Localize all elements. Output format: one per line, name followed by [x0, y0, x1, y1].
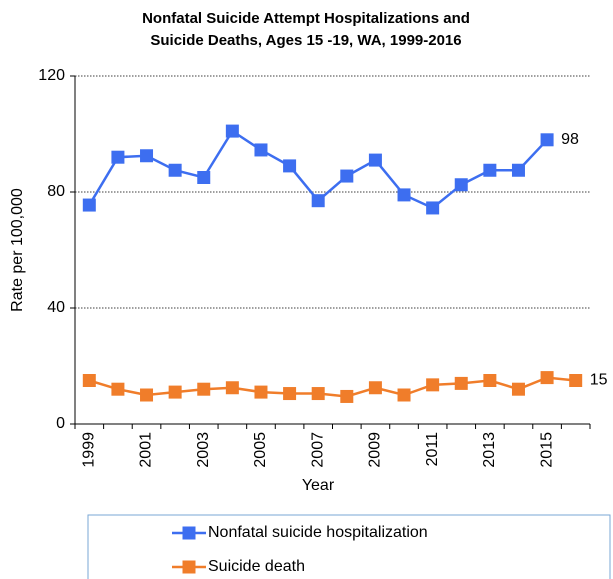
marker — [168, 163, 182, 177]
marker — [397, 388, 411, 402]
x-tick-label: 1999 — [81, 432, 98, 468]
marker — [197, 171, 211, 184]
marker — [540, 133, 554, 147]
x-tick-label: 2011 — [424, 432, 441, 467]
series-line — [88, 376, 576, 398]
x-tick-label: 2001 — [138, 432, 155, 468]
marker — [483, 163, 497, 177]
marker — [140, 149, 154, 163]
marker — [368, 381, 382, 395]
legend-label: Nonfatal suicide hospitalization — [208, 524, 428, 541]
chart-title: Nonfatal Suicide Attempt Hospitalization… — [142, 10, 470, 27]
marker — [426, 378, 440, 392]
y-axis-title: Rate per 100,000 — [9, 188, 26, 312]
y-tick-label: 40 — [47, 299, 65, 316]
marker — [511, 382, 525, 396]
legend-swatch — [182, 526, 196, 540]
marker — [368, 153, 382, 167]
x-tick-label: 2007 — [309, 432, 326, 468]
marker — [511, 163, 525, 177]
x-tick-label: 2015 — [538, 432, 555, 468]
x-tick-label: 2009 — [367, 432, 384, 468]
marker — [225, 124, 239, 138]
marker — [225, 381, 239, 395]
marker — [82, 198, 96, 212]
marker — [254, 143, 268, 157]
marker — [454, 178, 468, 192]
data-label: 98 — [561, 131, 579, 148]
x-tick-label: 2003 — [195, 432, 212, 468]
marker — [311, 194, 325, 208]
chart-body: Nonfatal Suicide Attempt Hospitalization… — [9, 10, 611, 579]
x-tick-label: 2005 — [252, 432, 269, 468]
legend-box — [87, 514, 611, 579]
marker — [254, 385, 268, 399]
y-tick-label: 120 — [38, 67, 65, 84]
marker — [397, 188, 411, 202]
x-axis-title: Year — [302, 477, 335, 494]
marker — [140, 388, 154, 402]
marker — [483, 374, 497, 387]
marker — [111, 150, 125, 164]
marker — [283, 387, 297, 401]
marker — [311, 387, 325, 401]
marker — [168, 385, 182, 399]
data-label: 15 — [590, 372, 608, 389]
x-tick-label: 2013 — [481, 432, 498, 468]
marker — [540, 371, 554, 385]
marker — [82, 374, 96, 387]
marker — [340, 389, 354, 403]
marker — [111, 382, 125, 396]
marker — [569, 374, 583, 387]
marker — [283, 159, 297, 173]
marker — [340, 169, 354, 183]
marker — [454, 376, 468, 390]
chart-title: Suicide Deaths, Ages 15 -19, WA, 1999-20… — [150, 32, 461, 49]
marker — [197, 382, 211, 396]
legend-label: Suicide death — [208, 558, 305, 575]
legend-swatch — [182, 560, 196, 574]
y-tick-label: 0 — [56, 415, 65, 432]
y-tick-label: 80 — [47, 183, 65, 200]
marker — [426, 201, 440, 215]
